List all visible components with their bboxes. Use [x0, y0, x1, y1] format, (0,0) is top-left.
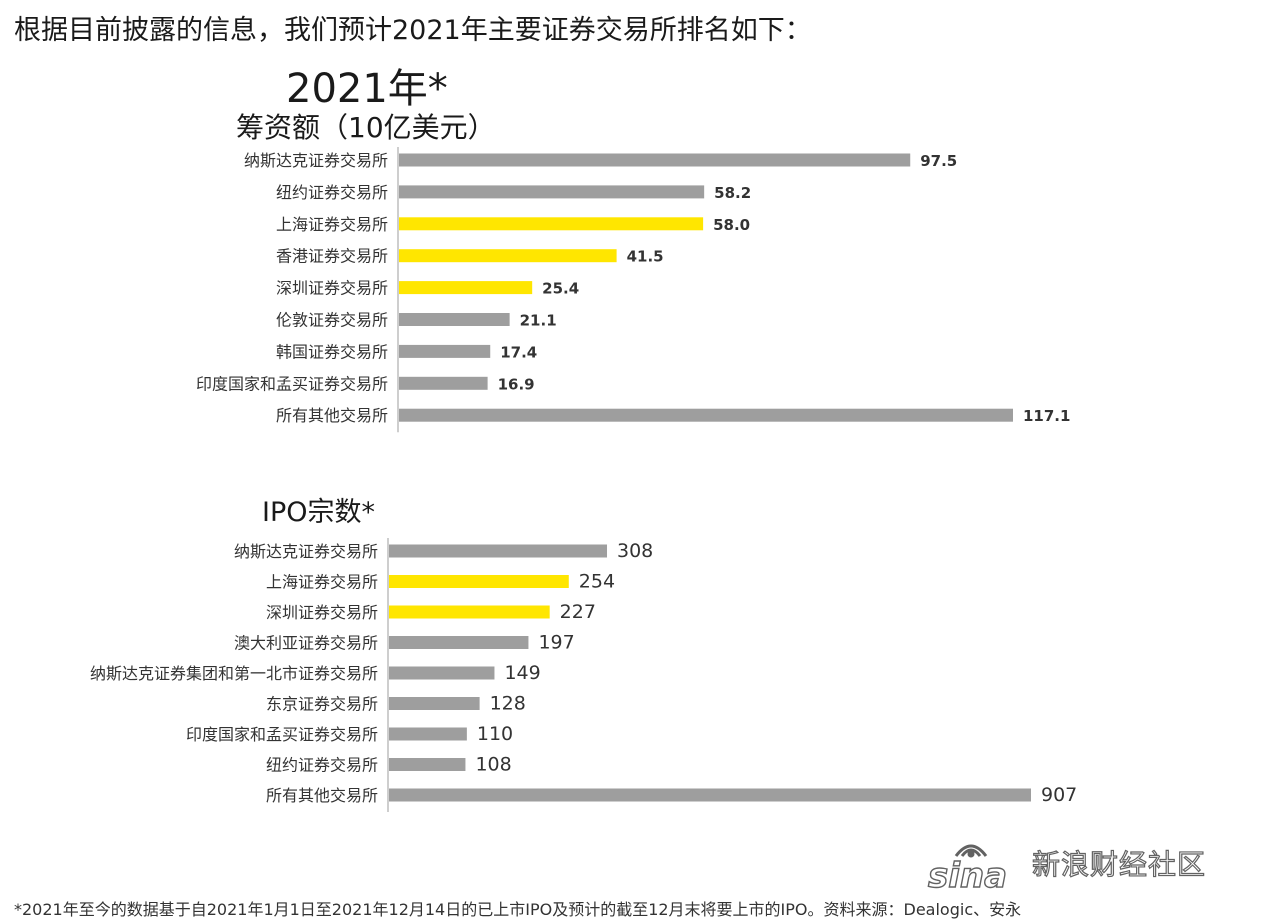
data-label: 110: [477, 723, 513, 745]
data-label: 16.9: [498, 375, 535, 393]
page-headline: 根据目前披露的信息，我们预计2021年主要证券交易所排名如下：: [14, 15, 812, 46]
data-label: 17.4: [500, 343, 537, 361]
data-label: 254: [579, 571, 615, 593]
category-label: 所有其他交易所: [276, 406, 388, 425]
bar: [399, 217, 704, 231]
bar: [389, 636, 529, 649]
data-label: 308: [617, 540, 653, 562]
data-label: 907: [1041, 784, 1077, 806]
bar: [389, 758, 466, 771]
category-label: 香港证券交易所: [276, 247, 388, 266]
bar: [399, 344, 491, 358]
sina-logo-word: sina: [927, 855, 1008, 896]
category-label: 伦敦证券交易所: [276, 311, 388, 330]
category-label: 东京证券交易所: [266, 695, 378, 714]
data-label: 21.1: [520, 312, 557, 330]
data-label: 117.1: [1023, 407, 1070, 425]
category-label: 上海证券交易所: [266, 573, 378, 592]
data-label: 197: [538, 632, 574, 654]
bar: [399, 408, 1013, 422]
year-label: 2021年*: [286, 66, 448, 112]
data-label: 108: [475, 754, 511, 776]
bar: [389, 788, 1031, 802]
data-label: 97.5: [920, 152, 957, 170]
sina-logo: sina: [927, 838, 1022, 897]
bar: [399, 313, 510, 326]
bar: [389, 727, 467, 741]
bar: [399, 153, 911, 167]
bar: [389, 697, 480, 710]
bar: [389, 605, 550, 619]
data-label: 25.4: [542, 280, 579, 298]
funds-raised-bar-chart: 纳斯达克证券交易所 97.5 纽约证券交易所 58.2 上海证券交易所 58.0 香港证券交…: [196, 147, 1070, 433]
category-label: 印度国家和孟买证券交易所: [186, 725, 378, 744]
category-label: 纳斯达克证券集团和第一北市证券交易所: [90, 664, 378, 683]
category-label: 深圳证券交易所: [276, 279, 388, 298]
chart-2-title: IPO宗数*: [262, 497, 375, 528]
data-label: 58.2: [714, 184, 751, 202]
category-label: 纳斯达克证券交易所: [244, 151, 388, 170]
footnote: *2021年至今的数据基于自2021年1月1日至2021年12月14日的已上市I…: [14, 900, 1022, 919]
bar: [399, 249, 617, 263]
category-label: 所有其他交易所: [266, 786, 378, 805]
category-label: 韩国证券交易所: [276, 342, 388, 361]
category-label: 纽约证券交易所: [266, 756, 378, 775]
bar: [389, 666, 495, 680]
chart-1-title: 筹资额（10亿美元）: [236, 111, 496, 144]
data-label: 128: [490, 693, 526, 715]
data-label: 58.0: [713, 216, 750, 234]
data-label: 149: [504, 662, 540, 684]
bar: [389, 544, 608, 558]
bar: [399, 376, 488, 390]
category-label: 印度国家和孟买证券交易所: [196, 374, 388, 393]
sina-eye-icon: [954, 844, 988, 858]
category-label: 纳斯达克证券交易所: [234, 542, 378, 561]
category-label: 澳大利亚证券交易所: [234, 634, 378, 653]
bar: [399, 281, 533, 295]
category-label: 深圳证券交易所: [266, 603, 378, 622]
category-label: 上海证券交易所: [276, 215, 388, 234]
ipo-count-bar-chart: 纳斯达克证券交易所 308 上海证券交易所 254 深圳证券交易所 227 澳大利亚证券交易…: [90, 538, 1077, 812]
bar: [399, 185, 705, 199]
category-label: 纽约证券交易所: [276, 183, 388, 202]
data-label: 227: [560, 601, 596, 623]
bar: [389, 575, 569, 588]
watermark-text: 新浪财经社区: [1031, 847, 1207, 881]
sina-watermark: sina 新浪财经社区: [927, 838, 1207, 897]
data-label: 41.5: [627, 248, 664, 266]
